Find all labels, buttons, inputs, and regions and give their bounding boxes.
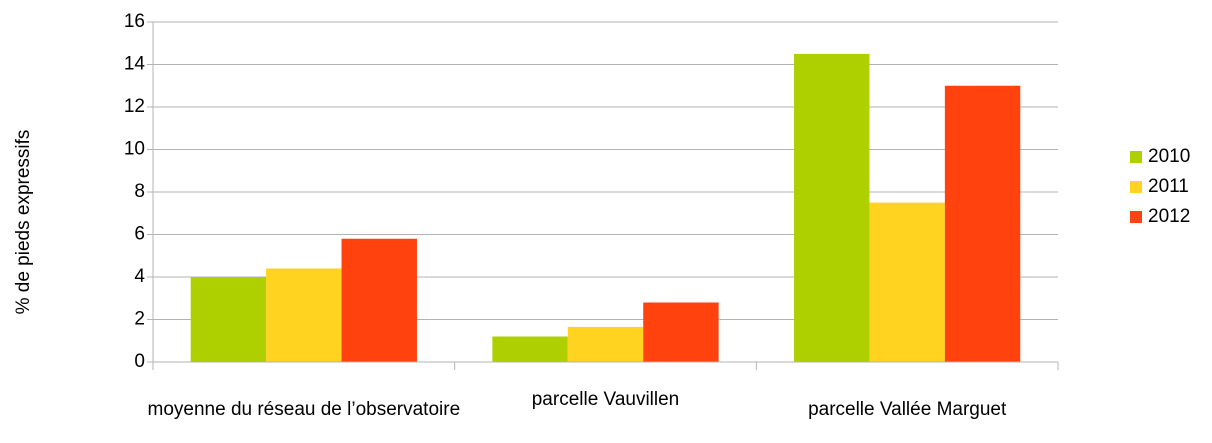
y-tick-label: 16 (124, 11, 145, 32)
bar (567, 326, 644, 362)
bar (643, 302, 719, 362)
legend-label: 2012 (1148, 206, 1190, 227)
x-tick-label: moyenne du réseau de l’observatoire (148, 399, 461, 420)
legend-label: 2010 (1148, 146, 1190, 167)
legend-label: 2011 (1148, 176, 1189, 197)
y-tick-label: 12 (124, 96, 145, 117)
y-tick-label: 8 (134, 181, 145, 202)
x-tick-label: parcelle Vallée Marguet (808, 399, 1007, 420)
y-tick-label: 2 (134, 309, 145, 330)
bar (266, 268, 342, 362)
y-tick-label: 10 (124, 139, 145, 160)
y-tick-label: 4 (134, 266, 145, 287)
legend-swatch (1130, 151, 1142, 163)
bar (944, 85, 1021, 362)
y-tick-label: 0 (134, 351, 145, 372)
bar (190, 277, 267, 362)
legend-swatch (1130, 211, 1142, 223)
y-tick-label: 6 (134, 224, 145, 245)
bar (341, 238, 417, 362)
legend-swatch (1130, 181, 1142, 193)
bar (794, 53, 870, 362)
y-axis-label: % de pieds expressifs (13, 130, 34, 315)
bar (869, 202, 945, 362)
bar (492, 336, 568, 362)
y-tick-label: 14 (124, 54, 146, 75)
x-tick-label: parcelle Vauvillen (532, 389, 680, 410)
